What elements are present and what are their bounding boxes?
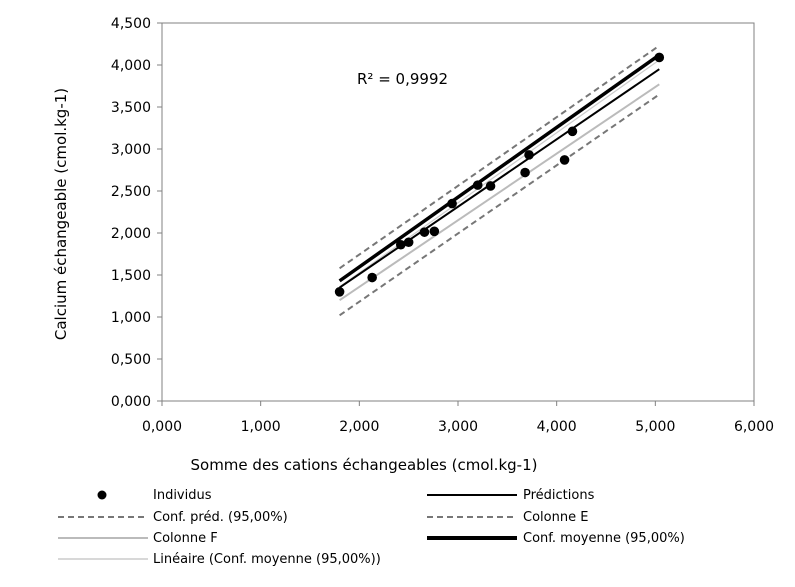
data-point — [567, 126, 578, 137]
x-tick-label: 5,000 — [635, 419, 675, 435]
legend-label-colonne-f: Colonne F — [153, 531, 218, 546]
x-tick-label: 1,000 — [241, 419, 281, 435]
y-tick-label: 0,500 — [111, 352, 151, 368]
y-tick-label: 4,500 — [111, 16, 151, 32]
x-tick-label: 6,000 — [734, 419, 774, 435]
data-point — [403, 237, 414, 248]
legend-entry-conf-moyenne: Conf. moyenne (95,00%) — [427, 531, 685, 546]
legend-label-colonne-e: Colonne E — [523, 510, 588, 525]
legend-entry-colonne-e: Colonne E — [427, 510, 588, 525]
legend-label-lineaire: Linéaire (Conf. moyenne (95,00%)) — [153, 552, 381, 567]
series-line-predictions — [339, 68, 660, 289]
series-line-conf-pred — [339, 93, 660, 317]
data-point — [520, 167, 530, 178]
series-line-colonne-f — [339, 83, 660, 302]
plot-points — [334, 52, 665, 297]
legend-label-conf-pred: Conf. préd. (95,00%) — [153, 510, 288, 525]
y-tick-label: 2,000 — [111, 226, 151, 242]
data-point — [524, 150, 534, 160]
y-tick-label: 3,500 — [111, 100, 151, 116]
legend-entry-predictions: Prédictions — [427, 488, 595, 503]
data-point — [472, 180, 483, 190]
data-point — [395, 239, 406, 250]
x-tick-label: 3,000 — [438, 419, 478, 435]
legend-entry-colonne-f: Colonne F — [58, 531, 218, 546]
y-tick-label: 2,500 — [111, 184, 151, 200]
series-line-conf-moyenne — [338, 53, 661, 283]
data-point — [367, 272, 377, 283]
y-tick-label: 1,000 — [111, 310, 151, 326]
y-tick-label: 0,000 — [111, 394, 151, 410]
series-line-lineaire — [339, 59, 660, 288]
legend-entry-conf-pred: Conf. préd. (95,00%) — [58, 510, 288, 525]
x-tick-label: 4,000 — [537, 419, 577, 435]
y-tick-label: 3,000 — [111, 142, 151, 158]
data-point — [559, 155, 570, 165]
x-axis-title: Somme des cations échangeables (cmol.kg-… — [191, 456, 538, 474]
axis-ticks: 0,000 1,000 2,000 3,000 4,000 5,000 6,000 0,000… — [111, 16, 774, 435]
data-point — [485, 181, 496, 191]
legend-entry-individus: Individus — [97, 488, 212, 503]
legend-entry-lineaire: Linéaire (Conf. moyenne (95,00%)) — [58, 552, 381, 567]
data-point — [447, 198, 457, 209]
legend-symbol-individus — [97, 490, 107, 500]
data-point — [419, 227, 430, 237]
series-line-colonne-e — [339, 44, 660, 270]
legend-label-conf-moyenne: Conf. moyenne (95,00%) — [523, 531, 685, 546]
data-point — [429, 226, 440, 237]
x-tick-label: 2,000 — [339, 419, 379, 435]
legend-label-individus: Individus — [153, 488, 212, 503]
r-squared-annotation: R² = 0,9992 — [357, 70, 448, 88]
data-point — [334, 287, 345, 297]
legend-label-predictions: Prédictions — [523, 488, 595, 503]
y-tick-label: 1,500 — [111, 268, 151, 284]
legend: Individus Prédictions Conf. préd. (95,00… — [58, 488, 685, 567]
y-tick-label: 4,000 — [111, 58, 151, 74]
data-point — [654, 52, 665, 63]
plot-lines — [338, 44, 661, 317]
y-axis-title: Calcium échangeable (cmol.kg-1) — [52, 88, 70, 340]
x-tick-label: 0,000 — [142, 419, 182, 435]
